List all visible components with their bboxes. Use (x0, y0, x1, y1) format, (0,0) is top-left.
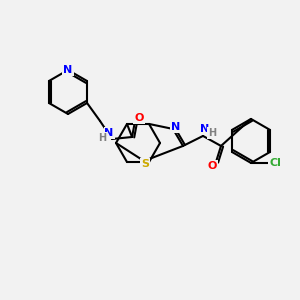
Text: H: H (208, 128, 216, 138)
Text: N: N (200, 124, 210, 134)
Text: O: O (134, 113, 144, 123)
Text: N: N (104, 128, 114, 138)
Text: H: H (98, 133, 106, 143)
Text: N: N (63, 65, 73, 75)
Text: O: O (207, 161, 217, 171)
Text: N: N (171, 122, 181, 132)
Text: S: S (141, 159, 149, 169)
Text: Cl: Cl (269, 158, 281, 168)
